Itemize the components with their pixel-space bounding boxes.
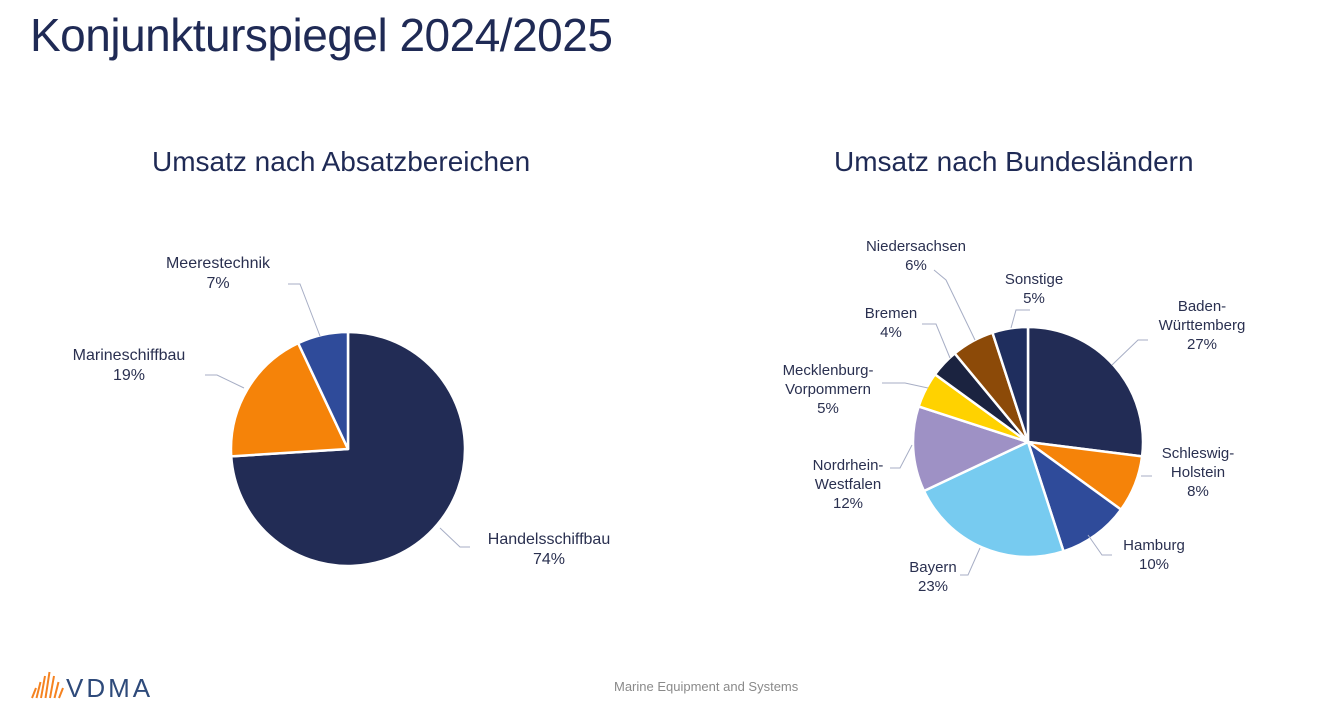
chart-title-bundeslaender: Umsatz nach Bundesländern bbox=[834, 146, 1194, 177]
leader-line-niedersachsen bbox=[933, 269, 976, 341]
footer-text: Marine Equipment and Systems bbox=[614, 679, 799, 694]
data-label-nordrhein-westfalen: Nordrhein-Westfalen 12% bbox=[813, 457, 884, 512]
data-label-handelsschiffbau: Handelsschiffbau 74% bbox=[488, 531, 610, 568]
pie-slice-baden-württemberg bbox=[1026, 325, 1145, 458]
vdma-logo-icon bbox=[31, 671, 64, 699]
vdma-logo-text: VDMA bbox=[66, 673, 154, 703]
data-label-sonstige: Sonstige 5% bbox=[1005, 271, 1063, 307]
leader-line-mecklenburg-vorpommern bbox=[882, 382, 929, 389]
leader-line-hamburg bbox=[1087, 534, 1112, 556]
data-label-baden-württemberg: Baden-Württemberg 27% bbox=[1159, 298, 1246, 353]
data-label-schleswig-holstein: Schleswig-Holstein 8% bbox=[1162, 445, 1235, 500]
data-label-hamburg: Hamburg 10% bbox=[1123, 537, 1185, 573]
pie-slice-marineschiffbau bbox=[229, 341, 350, 458]
chart-title-absatzbereiche: Umsatz nach Absatzbereichen bbox=[152, 146, 531, 177]
leader-line-bremen bbox=[922, 323, 951, 359]
data-label-marineschiffbau: Marineschiffbau 19% bbox=[73, 347, 186, 384]
pie-slice-sonstige bbox=[991, 325, 1030, 444]
data-label-mecklenburg-vorpommern: Mecklenburg-Vorpommern 5% bbox=[783, 362, 874, 417]
leader-line-baden-württemberg bbox=[1111, 339, 1148, 366]
pie-slice-nordrhein-westfalen bbox=[911, 405, 1030, 493]
data-label-meerestechnik: Meerestechnik 7% bbox=[166, 255, 271, 292]
pie-slice-hamburg bbox=[1026, 440, 1123, 553]
data-label-niedersachsen: Niedersachsen 6% bbox=[866, 238, 966, 274]
leader-line-marineschiffbau bbox=[205, 374, 245, 389]
leader-line-sonstige bbox=[1010, 309, 1030, 329]
pie-slice-meerestechnik bbox=[296, 330, 350, 451]
data-label-bayern: Bayern 23% bbox=[909, 559, 957, 595]
page-title: Konjunkturspiegel 2024/2025 bbox=[30, 9, 613, 61]
pie-slice-bayern bbox=[922, 440, 1065, 559]
leader-line-bayern bbox=[960, 547, 981, 576]
leader-line-nordrhein-westfalen bbox=[890, 444, 913, 469]
leader-line-meerestechnik bbox=[288, 283, 321, 337]
leader-line-handelsschiffbau bbox=[439, 527, 470, 548]
data-label-bremen: Bremen 4% bbox=[865, 305, 918, 341]
